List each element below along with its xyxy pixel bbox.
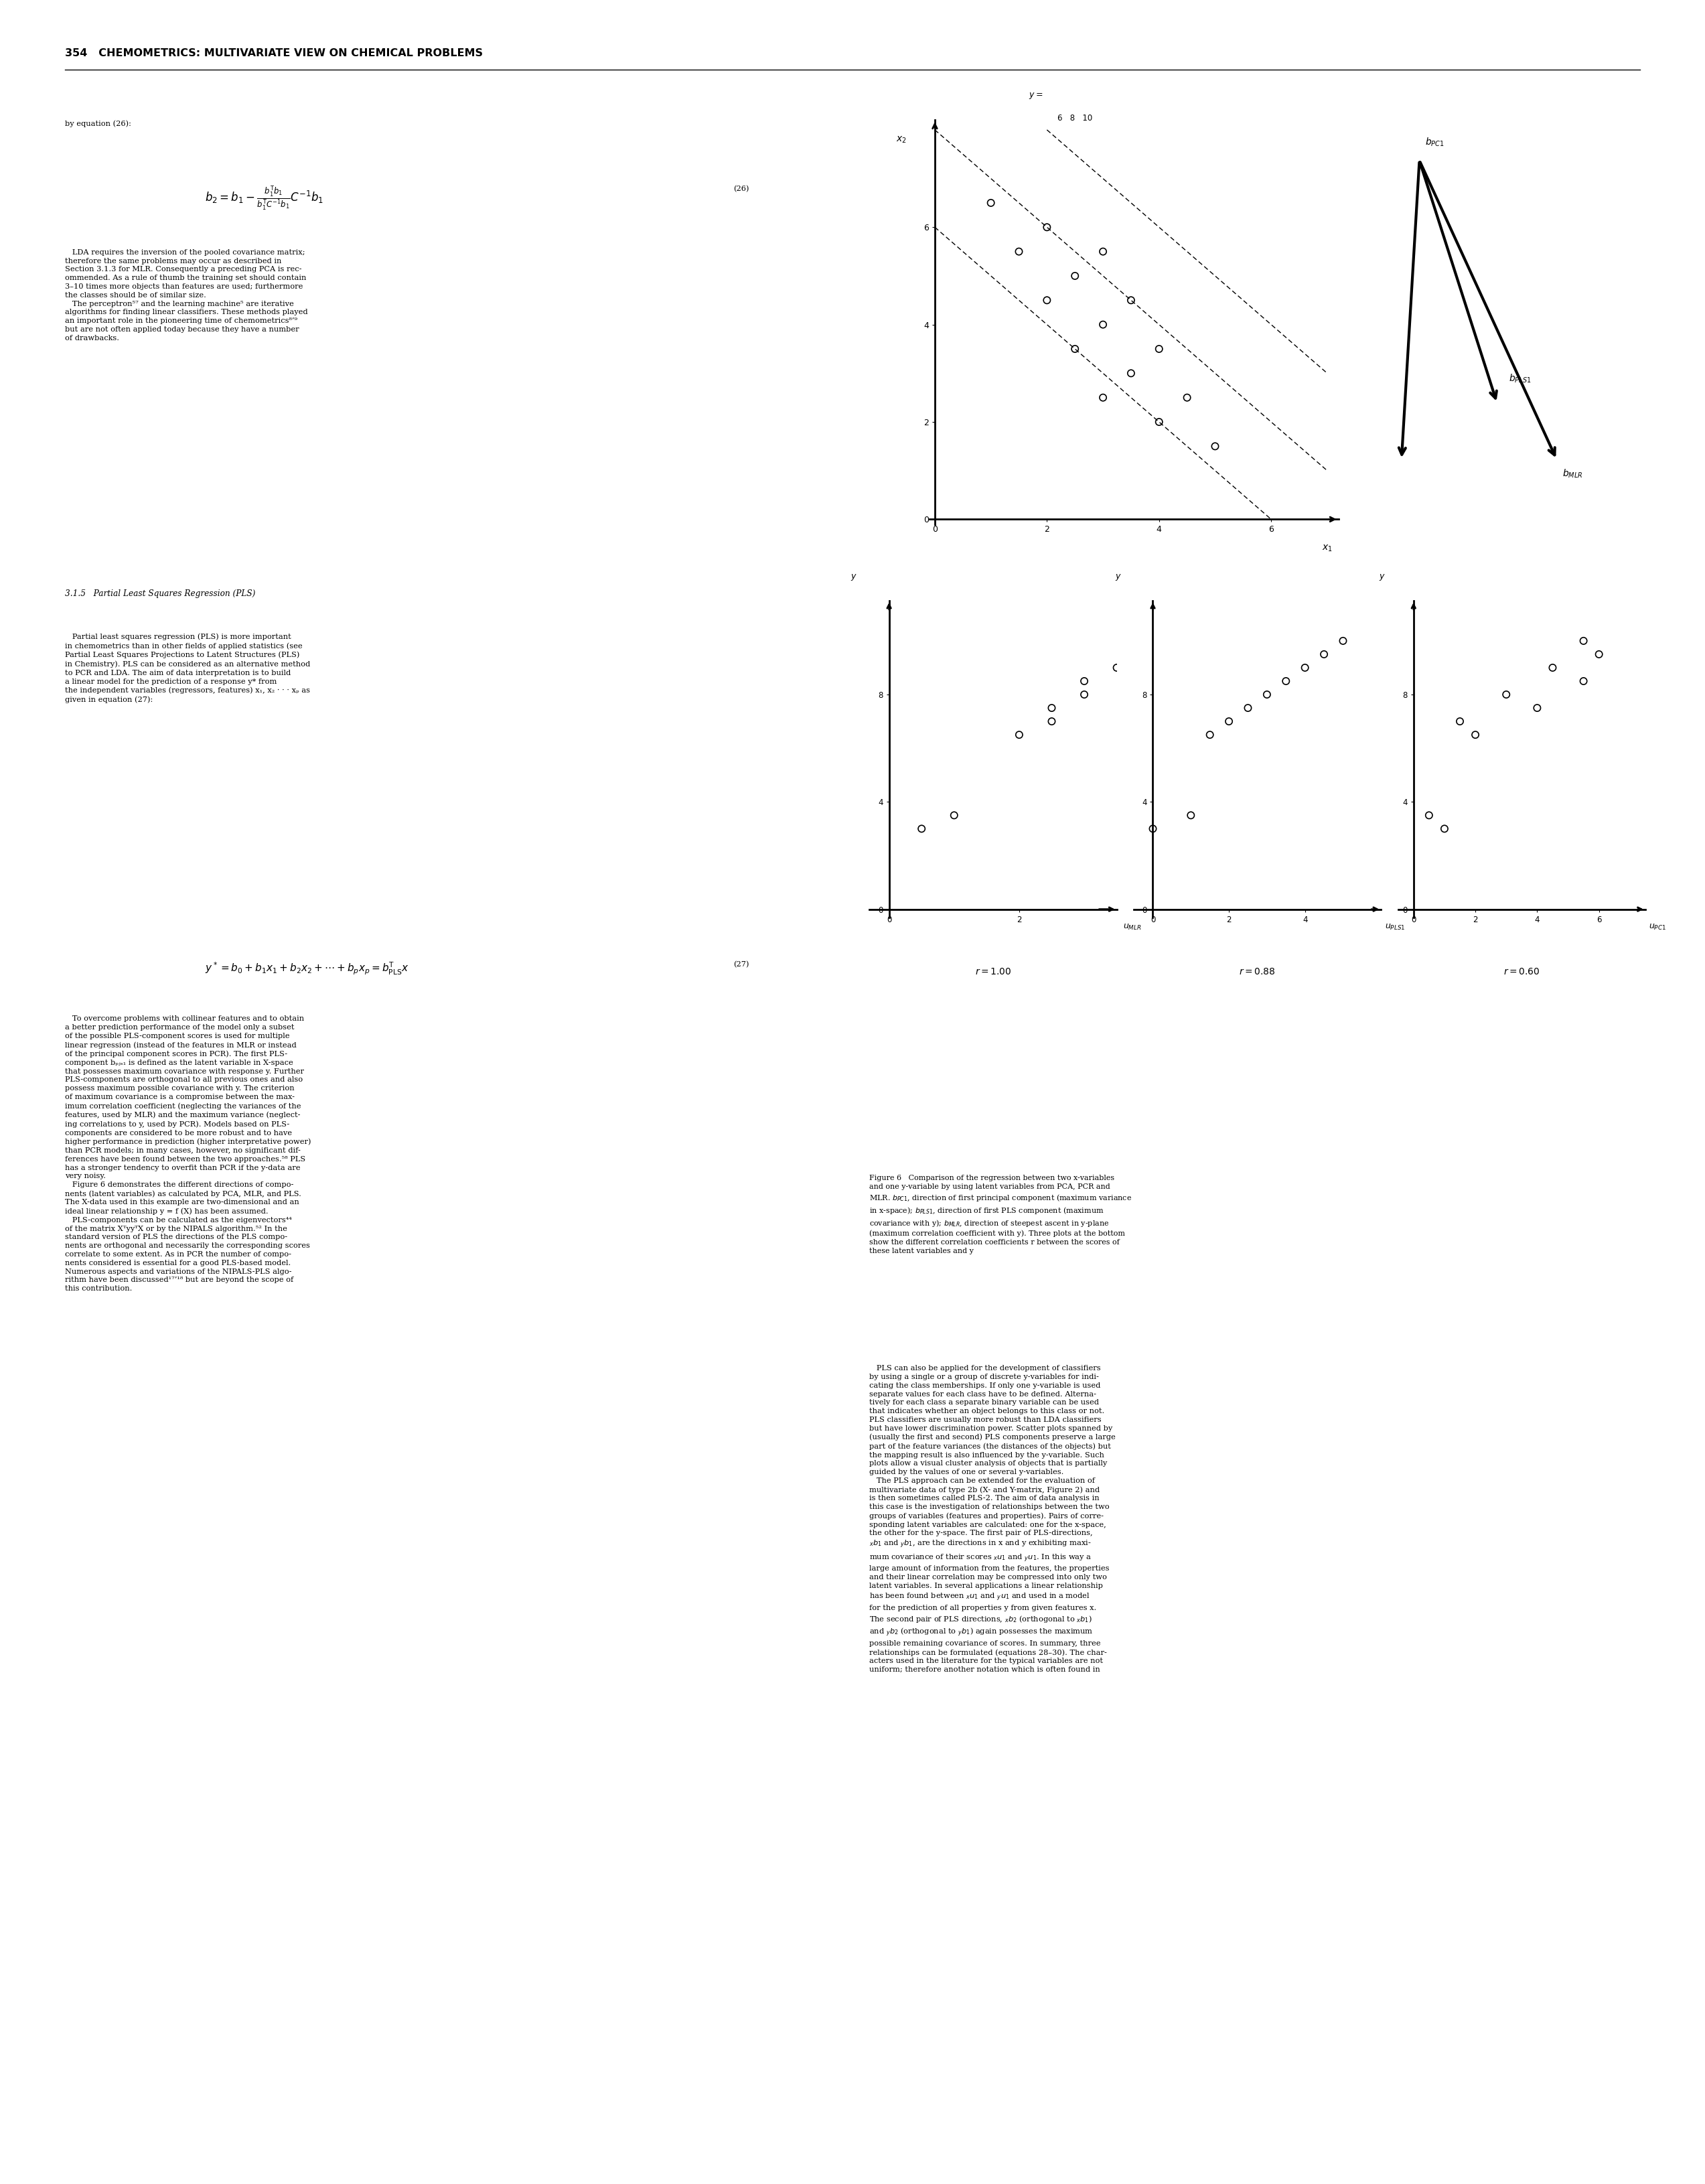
Point	[1311, 638, 1338, 673]
Point	[1253, 677, 1280, 712]
Point	[1006, 234, 1033, 269]
Point	[1117, 282, 1144, 317]
Point	[1216, 703, 1243, 738]
Point	[1033, 210, 1061, 245]
Text: $r = 1.00$: $r = 1.00$	[975, 968, 1011, 976]
Text: (27): (27)	[733, 961, 748, 968]
Point	[1176, 797, 1204, 832]
Point	[1103, 651, 1130, 686]
Point	[941, 797, 968, 832]
Point	[1136, 638, 1163, 673]
Point	[1330, 622, 1357, 657]
Text: Figure 6   Comparison of the regression between two x-variables
and one y-variab: Figure 6 Comparison of the regression be…	[870, 1175, 1132, 1254]
Text: $x_1$: $x_1$	[1321, 544, 1333, 553]
Point	[1272, 664, 1299, 699]
Point	[1089, 380, 1117, 415]
Text: $y$: $y$	[1115, 572, 1122, 581]
Point	[1117, 356, 1144, 391]
Point	[1461, 716, 1488, 751]
Point	[1197, 716, 1224, 751]
Text: Partial least squares regression (PLS) is more important
in chemometrics than in: Partial least squares regression (PLS) i…	[65, 633, 310, 703]
Point	[1173, 380, 1200, 415]
Point	[1570, 664, 1598, 699]
Text: 354   CHEMOMETRICS: MULTIVARIATE VIEW ON CHEMICAL PROBLEMS: 354 CHEMOMETRICS: MULTIVARIATE VIEW ON C…	[65, 48, 483, 59]
Point	[1038, 690, 1066, 725]
Text: 6   8   10: 6 8 10	[1057, 114, 1093, 122]
Text: by equation (26):: by equation (26):	[65, 120, 131, 127]
Point	[1038, 703, 1066, 738]
Point	[1061, 332, 1088, 367]
Point	[1415, 797, 1442, 832]
Text: LDA requires the inversion of the pooled covariance matrix;
therefore the same p: LDA requires the inversion of the pooled…	[65, 249, 307, 341]
Point	[1146, 404, 1173, 439]
Text: PLS can also be applied for the development of classifiers
by using a single or : PLS can also be applied for the developm…	[870, 1365, 1115, 1673]
Text: (26): (26)	[733, 186, 748, 192]
Text: $r = 0.60$: $r = 0.60$	[1504, 968, 1540, 976]
Point	[1006, 716, 1033, 751]
Point	[1492, 677, 1519, 712]
Text: 3.1.5   Partial Least Squares Regression (PLS): 3.1.5 Partial Least Squares Regression (…	[65, 590, 256, 598]
Point	[1524, 690, 1552, 725]
Point	[977, 186, 1004, 221]
Text: $b_2 = b_1 - \frac{b_1^\mathrm{T} b_1}{b_1^\mathrm{T} C^{-1} b_1} C^{-1} b_1$: $b_2 = b_1 - \frac{b_1^\mathrm{T} b_1}{b…	[205, 186, 324, 212]
Text: $b_{PC1}$: $b_{PC1}$	[1425, 135, 1444, 149]
Point	[1139, 810, 1166, 845]
Point	[1146, 332, 1173, 367]
Text: $u_{PC1}$: $u_{PC1}$	[1649, 922, 1666, 930]
Text: $b_{PLS1}$: $b_{PLS1}$	[1509, 373, 1531, 384]
Text: $r = 0.88$: $r = 0.88$	[1240, 968, 1275, 976]
Point	[1570, 622, 1598, 657]
Point	[1071, 677, 1098, 712]
Point	[1089, 234, 1117, 269]
Text: $b_{MLR}$: $b_{MLR}$	[1563, 467, 1582, 478]
Text: To overcome problems with collinear features and to obtain
a better prediction p: To overcome problems with collinear feat…	[65, 1016, 310, 1293]
Point	[1033, 282, 1061, 317]
Point	[1540, 651, 1567, 686]
Text: $y =$: $y =$	[1028, 92, 1043, 100]
Point	[1061, 258, 1088, 293]
Point	[1586, 638, 1613, 673]
Text: $y$: $y$	[851, 572, 858, 581]
Text: $y^* = b_0 + b_1 x_1 + b_2 x_2 + \cdots + b_p x_p = b^\mathrm{T}_\mathrm{PLS} x$: $y^* = b_0 + b_1 x_1 + b_2 x_2 + \cdots …	[205, 961, 409, 976]
Point	[1168, 622, 1195, 657]
Point	[1089, 308, 1117, 343]
Point	[1430, 810, 1458, 845]
Point	[1234, 690, 1262, 725]
Point	[1446, 703, 1473, 738]
Point	[909, 810, 936, 845]
Point	[1202, 428, 1229, 463]
Text: $x_2$: $x_2$	[897, 135, 907, 144]
Text: $u_{MLR}$: $u_{MLR}$	[1124, 922, 1142, 930]
Text: $y$: $y$	[1379, 572, 1386, 581]
Point	[1071, 664, 1098, 699]
Point	[1291, 651, 1318, 686]
Text: $u_{PLS1}$: $u_{PLS1}$	[1384, 922, 1405, 930]
